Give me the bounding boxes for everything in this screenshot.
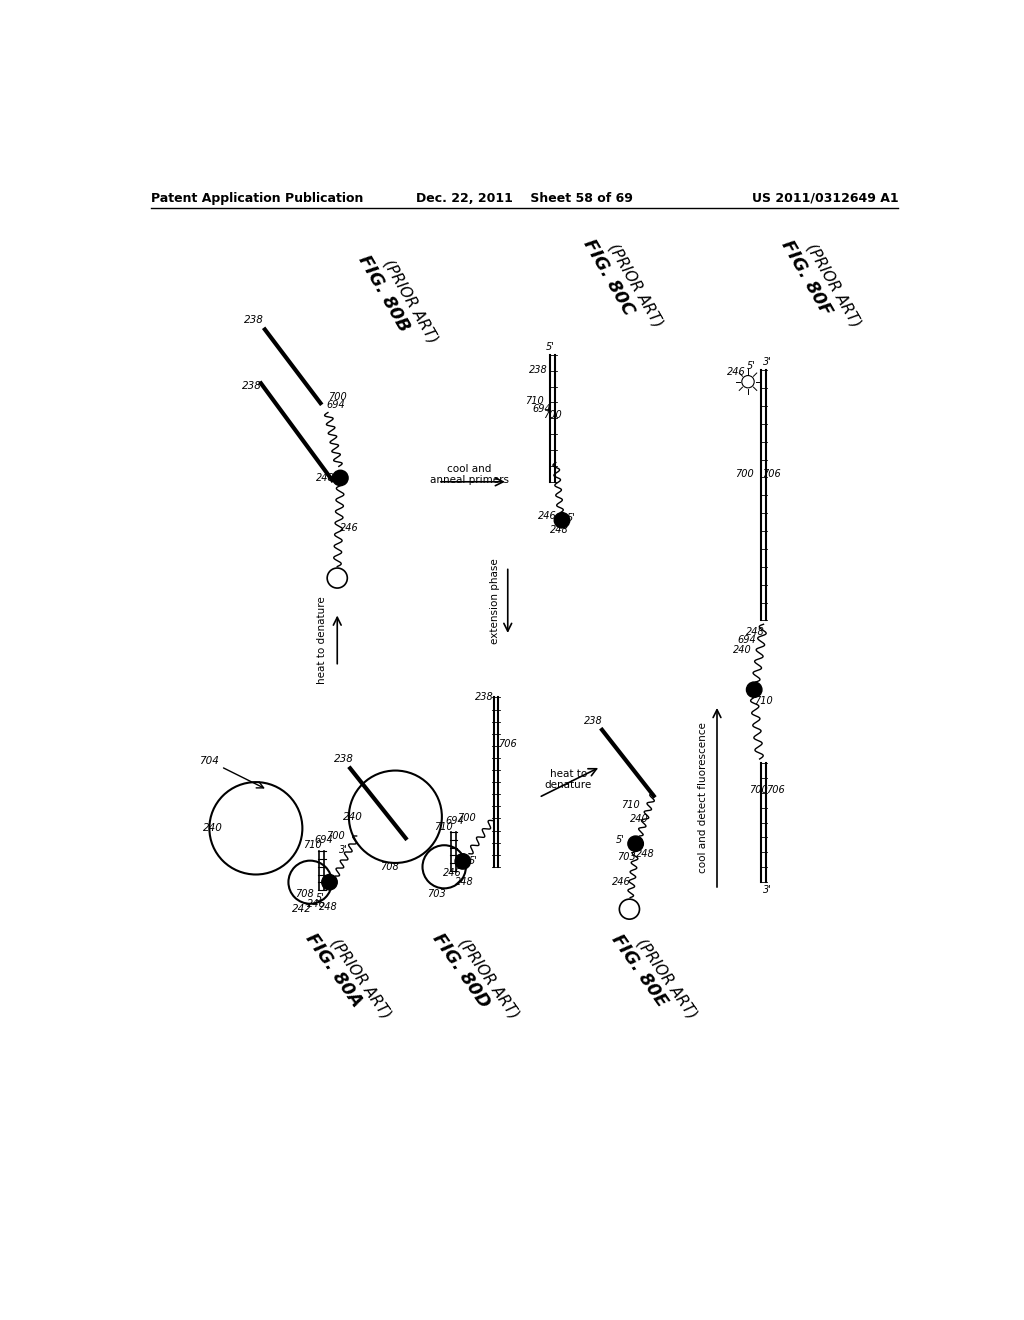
- Text: 238: 238: [334, 754, 353, 764]
- Text: 694: 694: [737, 635, 756, 644]
- Text: Patent Application Publication: Patent Application Publication: [152, 191, 364, 205]
- Text: 694: 694: [444, 816, 464, 825]
- Text: 240: 240: [630, 814, 649, 824]
- Text: 5': 5': [315, 892, 325, 903]
- Text: 700: 700: [328, 392, 347, 403]
- Text: 248: 248: [318, 902, 337, 912]
- Text: FIG. 80C: FIG. 80C: [580, 236, 638, 319]
- Text: 248: 248: [636, 849, 655, 859]
- Text: 708: 708: [295, 888, 314, 899]
- Text: 704: 704: [200, 756, 219, 767]
- Text: 694: 694: [532, 404, 551, 413]
- Text: 700: 700: [749, 785, 767, 795]
- Text: 3': 3': [339, 845, 348, 855]
- Text: 238: 238: [245, 315, 264, 325]
- Text: FIG. 80A: FIG. 80A: [301, 931, 366, 1011]
- Text: 3': 3': [763, 358, 772, 367]
- Text: 710: 710: [303, 841, 322, 850]
- Circle shape: [322, 874, 337, 890]
- Text: 240: 240: [733, 644, 752, 655]
- Text: 710: 710: [621, 800, 640, 810]
- Text: cool and detect fluorescence: cool and detect fluorescence: [698, 722, 708, 873]
- Text: Dec. 22, 2011    Sheet 58 of 69: Dec. 22, 2011 Sheet 58 of 69: [417, 191, 633, 205]
- Text: 240: 240: [204, 824, 223, 833]
- Text: US 2011/0312649 A1: US 2011/0312649 A1: [752, 191, 898, 205]
- Text: 246: 246: [611, 878, 631, 887]
- Text: 703: 703: [427, 888, 445, 899]
- Text: (PRIOR ART): (PRIOR ART): [456, 936, 521, 1022]
- Circle shape: [554, 512, 569, 528]
- Circle shape: [628, 836, 643, 851]
- Text: heat to: heat to: [550, 770, 587, 779]
- Text: 242: 242: [293, 904, 312, 915]
- Text: 710: 710: [754, 696, 773, 706]
- Text: 3': 3': [763, 884, 772, 895]
- Text: 238: 238: [584, 715, 602, 726]
- Text: anneal primers: anneal primers: [429, 475, 509, 486]
- Text: (PRIOR ART): (PRIOR ART): [328, 936, 393, 1022]
- Text: 5': 5': [615, 834, 625, 845]
- Text: 706: 706: [762, 469, 780, 479]
- Text: (PRIOR ART): (PRIOR ART): [803, 240, 863, 330]
- Text: denature: denature: [545, 780, 592, 791]
- Text: 700: 700: [735, 469, 754, 479]
- Text: FIG. 80B: FIG. 80B: [354, 252, 413, 335]
- Text: extension phase: extension phase: [489, 558, 500, 644]
- Text: heat to denature: heat to denature: [316, 595, 327, 684]
- Text: 700: 700: [458, 813, 476, 822]
- Text: (PRIOR ART): (PRIOR ART): [634, 936, 699, 1022]
- Text: 248: 248: [550, 525, 568, 536]
- Text: FIG. 80E: FIG. 80E: [608, 931, 671, 1010]
- Text: FIG. 80D: FIG. 80D: [429, 931, 494, 1011]
- Text: 706: 706: [766, 785, 784, 795]
- Text: 5': 5': [746, 362, 756, 371]
- Text: 246: 246: [340, 523, 358, 533]
- Text: 700: 700: [327, 832, 345, 841]
- Text: 240: 240: [343, 812, 362, 822]
- Text: 248: 248: [746, 627, 765, 638]
- Text: 694: 694: [327, 400, 345, 409]
- Text: 246: 246: [442, 869, 462, 878]
- Text: 238: 238: [529, 366, 548, 375]
- Text: (PRIOR ART): (PRIOR ART): [605, 240, 666, 330]
- Text: 5': 5': [567, 513, 575, 523]
- Text: 248: 248: [455, 878, 474, 887]
- Text: 238: 238: [475, 693, 494, 702]
- Circle shape: [455, 854, 471, 869]
- Text: 246: 246: [727, 367, 745, 378]
- Circle shape: [746, 682, 762, 697]
- Text: 5': 5': [469, 857, 478, 866]
- Text: 710: 710: [524, 396, 544, 407]
- Circle shape: [333, 470, 348, 486]
- Text: FIG. 80F: FIG. 80F: [777, 236, 835, 318]
- Text: 246: 246: [307, 899, 326, 908]
- Text: (PRIOR ART): (PRIOR ART): [381, 256, 441, 346]
- Text: 248: 248: [316, 473, 335, 483]
- Text: 246: 246: [538, 511, 557, 521]
- Text: 706: 706: [499, 739, 517, 748]
- Text: 238: 238: [242, 380, 262, 391]
- Text: 700: 700: [544, 409, 562, 420]
- Text: 708: 708: [381, 862, 399, 871]
- Text: 710: 710: [434, 822, 453, 832]
- Text: 5': 5': [546, 342, 555, 352]
- Text: 694: 694: [314, 834, 333, 845]
- Text: cool and: cool and: [446, 463, 492, 474]
- Text: 703: 703: [616, 851, 636, 862]
